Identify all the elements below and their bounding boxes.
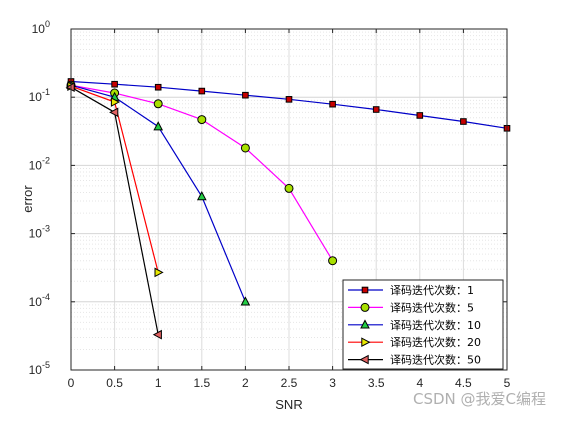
triangle-right-marker bbox=[110, 97, 121, 107]
y-axis-label: error bbox=[20, 185, 35, 213]
legend-label: 译码迭代次数：50 bbox=[390, 353, 481, 367]
series-layer bbox=[65, 78, 511, 340]
triangle-left-marker bbox=[109, 107, 119, 118]
square-marker bbox=[111, 80, 118, 88]
triangle-left-marker bbox=[359, 354, 369, 365]
x-tick-label: 0.5 bbox=[106, 376, 123, 390]
y-tick-label: 10-3 bbox=[29, 224, 50, 241]
circle-marker bbox=[328, 256, 338, 266]
triangle-right-marker bbox=[361, 337, 371, 348]
square-marker bbox=[285, 96, 293, 103]
x-axis-label: SNR bbox=[275, 397, 302, 412]
legend: 译码迭代次数：1 译码迭代次数：5 译码迭代次数：10 译码迭代次数：20 译码迭代次数… bbox=[342, 279, 504, 370]
legend-entry: 译码迭代次数：10 bbox=[348, 318, 481, 332]
x-tick-label: 1 bbox=[155, 376, 162, 390]
square-marker bbox=[329, 100, 336, 108]
triangle-right-marker bbox=[154, 267, 164, 278]
x-tick-label: 2 bbox=[242, 376, 249, 390]
square-marker bbox=[242, 91, 249, 99]
y-tick-label: 10-5 bbox=[29, 360, 50, 377]
x-tick-label: 4 bbox=[416, 376, 423, 390]
x-tick-label: 1.5 bbox=[193, 376, 210, 390]
square-marker bbox=[416, 112, 424, 119]
triangle-up-marker bbox=[360, 319, 370, 329]
legend-label: 译码迭代次数：20 bbox=[390, 335, 481, 349]
triangle-left-marker bbox=[65, 82, 75, 93]
x-tick-label: 3.5 bbox=[368, 376, 385, 390]
legend-entry: 译码迭代次数：1 bbox=[348, 283, 474, 297]
square-marker bbox=[198, 87, 206, 95]
circle-marker bbox=[360, 302, 370, 312]
legend-entry: 译码迭代次数：50 bbox=[348, 353, 481, 367]
x-tick-label: 2.5 bbox=[281, 376, 298, 390]
watermark: CSDN @我爱C编程 bbox=[412, 390, 546, 408]
y-tick-label: 10-4 bbox=[29, 292, 50, 309]
x-tick-label: 4.5 bbox=[455, 376, 472, 390]
legend-entry: 译码迭代次数：20 bbox=[348, 335, 481, 349]
y-tick-label: 100 bbox=[32, 19, 50, 36]
triangle-up-marker bbox=[196, 191, 207, 201]
y-tick-label: 10-1 bbox=[29, 87, 50, 104]
circle-marker bbox=[197, 115, 207, 125]
legend-label: 译码迭代次数：1 bbox=[390, 283, 474, 297]
ticks: 0 0.5 1 1.5 2 2.5 3 3.5 4 4.5 5 100 10-1 10-2 10-3 10-4… bbox=[29, 19, 511, 390]
legend-label: 译码迭代次数：10 bbox=[390, 318, 481, 332]
square-marker bbox=[460, 118, 467, 125]
x-tick-label: 5 bbox=[504, 376, 511, 390]
y-tick-label: 10-2 bbox=[29, 155, 50, 172]
circle-marker bbox=[153, 99, 163, 109]
x-tick-label: 0 bbox=[68, 376, 75, 390]
triangle-left-marker bbox=[152, 329, 162, 340]
square-marker bbox=[361, 286, 369, 294]
square-marker bbox=[154, 83, 162, 91]
square-marker bbox=[372, 106, 380, 113]
x-tick-label: 3 bbox=[329, 376, 336, 390]
circle-marker bbox=[284, 183, 294, 193]
triangle-up-marker bbox=[240, 296, 251, 306]
legend-label: 译码迭代次数：5 bbox=[390, 300, 474, 314]
legend-entry: 译码迭代次数：5 bbox=[348, 300, 474, 314]
triangle-up-marker bbox=[153, 121, 164, 131]
series bbox=[65, 82, 162, 340]
circle-marker bbox=[240, 143, 250, 153]
